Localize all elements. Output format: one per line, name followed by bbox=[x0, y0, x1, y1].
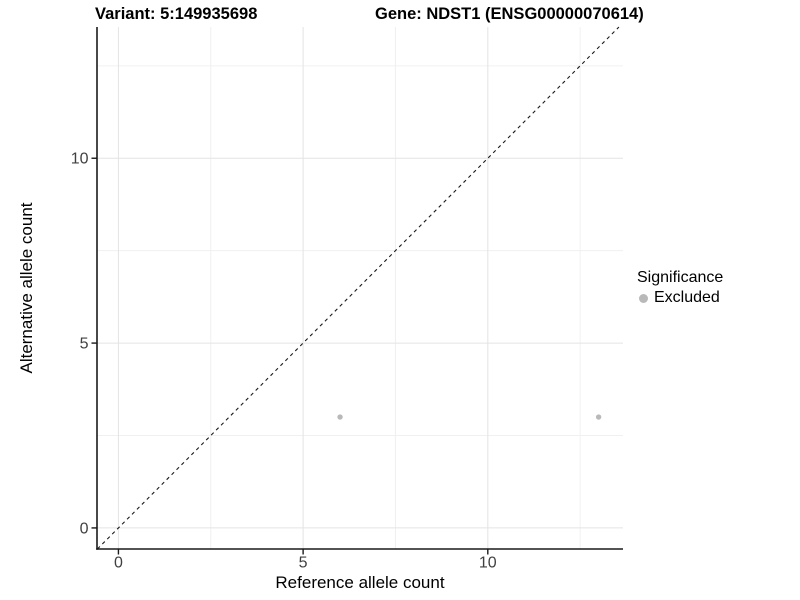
data-point bbox=[337, 414, 343, 420]
y-tick-label: 0 bbox=[80, 520, 89, 537]
identity-dashed-line bbox=[96, 26, 620, 550]
legend-item-label: Excluded bbox=[654, 289, 720, 306]
legend-item-excluded: Excluded bbox=[636, 289, 723, 307]
legend: Significance Excluded bbox=[636, 269, 723, 307]
plot-title-variant: Variant: 5:149935698 bbox=[95, 5, 258, 23]
plot-title-gene: Gene: NDST1 (ENSG00000070614) bbox=[375, 5, 644, 23]
y-tick-label: 5 bbox=[80, 336, 89, 353]
legend-title: Significance bbox=[637, 269, 724, 286]
x-tick-label: 5 bbox=[299, 555, 308, 572]
y-tick-label: 10 bbox=[71, 151, 89, 168]
x-tick-label: 0 bbox=[114, 555, 123, 572]
x-axis-title: Reference allele count bbox=[275, 573, 445, 592]
data-point bbox=[595, 414, 602, 420]
legend-point-icon bbox=[639, 293, 648, 303]
y-axis-title: Alternative allele count bbox=[17, 202, 36, 374]
x-tick-label: 10 bbox=[479, 555, 497, 572]
